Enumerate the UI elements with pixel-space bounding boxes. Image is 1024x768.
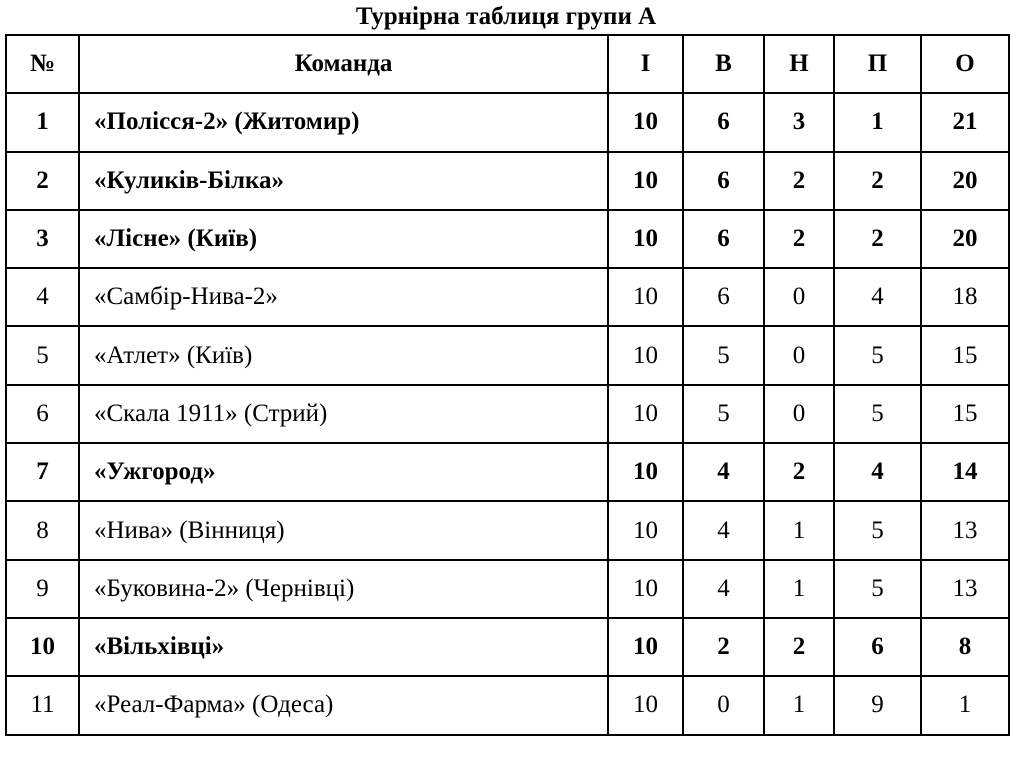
lost-cell: 5: [833, 500, 922, 561]
lost-cell: 4: [833, 442, 922, 503]
position-cell: 9: [5, 558, 80, 619]
drawn-cell: 0: [763, 383, 835, 445]
team-cell: «Скала 1911» (Стрий): [78, 383, 609, 445]
won-cell: 6: [682, 92, 765, 153]
drawn-cell: 2: [763, 442, 835, 503]
team-cell: «Нива» (Вінниця): [78, 500, 609, 561]
position-cell: 11: [5, 675, 80, 736]
played-cell: 10: [607, 208, 684, 270]
header-team: Команда: [78, 33, 609, 95]
position-cell: 10: [5, 616, 80, 678]
won-cell: 5: [682, 383, 765, 445]
drawn-cell: 3: [763, 92, 835, 153]
table-row: 2 «Куликів-Білка» 10 6 2 2 20: [5, 150, 1010, 211]
lost-cell: 2: [833, 150, 922, 211]
lost-cell: 2: [833, 208, 922, 270]
won-cell: 4: [682, 500, 765, 561]
points-cell: 18: [920, 267, 1010, 328]
table-row: 11 «Реал-Фарма» (Одеса) 10 0 1 9 1: [5, 675, 1010, 736]
header-row: № Команда І В Н П О: [5, 33, 1010, 95]
played-cell: 10: [607, 150, 684, 211]
header-drawn: Н: [763, 33, 835, 95]
points-cell: 14: [920, 442, 1010, 503]
points-cell: 13: [920, 558, 1010, 619]
table-row: 5 «Атлет» (Київ) 10 5 0 5 15: [5, 325, 1010, 386]
table-row: 1 «Полісся-2» (Житомир) 10 6 3 1 21: [5, 92, 1010, 153]
won-cell: 6: [682, 208, 765, 270]
lost-cell: 6: [833, 616, 922, 678]
table-row: 10 «Вільхівці» 10 2 2 6 8: [5, 616, 1010, 678]
played-cell: 10: [607, 675, 684, 736]
points-cell: 20: [920, 150, 1010, 211]
table-row: 6 «Скала 1911» (Стрий) 10 5 0 5 15: [5, 383, 1010, 445]
points-cell: 15: [920, 383, 1010, 445]
position-cell: 2: [5, 150, 80, 211]
drawn-cell: 0: [763, 325, 835, 386]
points-cell: 8: [920, 616, 1010, 678]
table-row: 7 «Ужгород» 10 4 2 4 14: [5, 442, 1010, 503]
played-cell: 10: [607, 616, 684, 678]
team-cell: «Лісне» (Київ): [78, 208, 609, 270]
lost-cell: 5: [833, 558, 922, 619]
points-cell: 1: [920, 675, 1010, 736]
drawn-cell: 2: [763, 150, 835, 211]
position-cell: 4: [5, 267, 80, 328]
header-position: №: [5, 33, 80, 95]
position-cell: 7: [5, 442, 80, 503]
header-won: В: [682, 33, 765, 95]
table-row: 9 «Буковина-2» (Чернівці) 10 4 1 5 13: [5, 558, 1010, 619]
team-cell: «Самбір-Нива-2»: [78, 267, 609, 328]
played-cell: 10: [607, 383, 684, 445]
drawn-cell: 1: [763, 500, 835, 561]
position-cell: 5: [5, 325, 80, 386]
won-cell: 4: [682, 558, 765, 619]
standings-table: № Команда І В Н П О 1 «Полісся-2» (Житоми…: [5, 33, 1010, 736]
drawn-cell: 2: [763, 208, 835, 270]
played-cell: 10: [607, 92, 684, 153]
points-cell: 20: [920, 208, 1010, 270]
lost-cell: 4: [833, 267, 922, 328]
won-cell: 0: [682, 675, 765, 736]
drawn-cell: 1: [763, 558, 835, 619]
won-cell: 4: [682, 442, 765, 503]
table-row: 3 «Лісне» (Київ) 10 6 2 2 20: [5, 208, 1010, 270]
drawn-cell: 0: [763, 267, 835, 328]
team-cell: «Реал-Фарма» (Одеса): [78, 675, 609, 736]
team-cell: «Куликів-Білка»: [78, 150, 609, 211]
table-row: 8 «Нива» (Вінниця) 10 4 1 5 13: [5, 500, 1010, 561]
position-cell: 6: [5, 383, 80, 445]
position-cell: 8: [5, 500, 80, 561]
header-points: О: [920, 33, 1010, 95]
team-cell: «Полісся-2» (Житомир): [78, 92, 609, 153]
won-cell: 2: [682, 616, 765, 678]
position-cell: 3: [5, 208, 80, 270]
header-lost: П: [833, 33, 922, 95]
played-cell: 10: [607, 558, 684, 619]
won-cell: 6: [682, 150, 765, 211]
team-cell: «Ужгород»: [78, 442, 609, 503]
points-cell: 21: [920, 92, 1010, 153]
played-cell: 10: [607, 325, 684, 386]
played-cell: 10: [607, 442, 684, 503]
team-cell: «Атлет» (Київ): [78, 325, 609, 386]
team-cell: «Вільхівці»: [78, 616, 609, 678]
lost-cell: 5: [833, 325, 922, 386]
points-cell: 13: [920, 500, 1010, 561]
header-played: І: [607, 33, 684, 95]
lost-cell: 5: [833, 383, 922, 445]
played-cell: 10: [607, 267, 684, 328]
won-cell: 6: [682, 267, 765, 328]
lost-cell: 9: [833, 675, 922, 736]
table-title: Турнірна таблиця групи А: [355, 3, 657, 30]
team-cell: «Буковина-2» (Чернівці): [78, 558, 609, 619]
won-cell: 5: [682, 325, 765, 386]
drawn-cell: 1: [763, 675, 835, 736]
played-cell: 10: [607, 500, 684, 561]
position-cell: 1: [5, 92, 80, 153]
drawn-cell: 2: [763, 616, 835, 678]
table-row: 4 «Самбір-Нива-2» 10 6 0 4 18: [5, 267, 1010, 328]
points-cell: 15: [920, 325, 1010, 386]
lost-cell: 1: [833, 92, 922, 153]
